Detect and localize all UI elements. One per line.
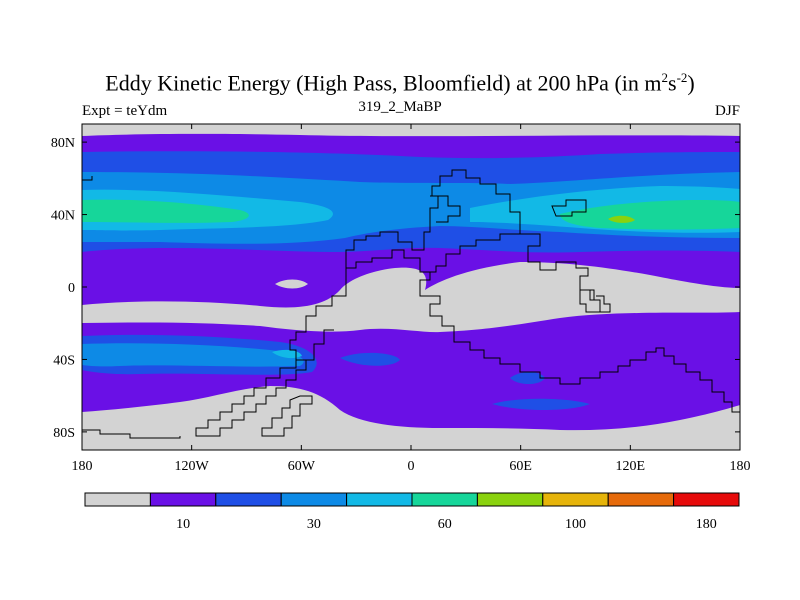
coast-arctic <box>82 176 93 181</box>
contour-low-west-pacific <box>275 279 308 289</box>
colorbar-swatch <box>280 492 348 507</box>
colorbar-swatch <box>476 492 544 507</box>
lon-tick-label: 60W <box>288 459 316 474</box>
latitude-axis: 80N 40N 0 40S 80S <box>51 136 740 441</box>
colorbar-swatch <box>215 492 282 507</box>
coast-japan <box>551 199 587 217</box>
colorbar-label: 30 <box>307 517 321 532</box>
contour-low-arctic <box>82 124 740 137</box>
contour-blob-45-60-south <box>272 349 302 359</box>
contour-blob-20-30-atlantic <box>340 352 400 366</box>
lon-tick-label: 120W <box>175 459 210 474</box>
run-label: 319_2_MaBP <box>358 99 442 115</box>
lat-tick-label: 40N <box>51 209 75 224</box>
coast-east-asia <box>520 233 611 313</box>
colorbar-swatch <box>542 492 609 507</box>
longitude-axis: 180 120W 60W 0 60E 120E 180 <box>72 124 751 474</box>
coast-eurasia <box>345 169 521 273</box>
lat-tick-label: 80S <box>53 426 75 441</box>
contour-spot-80-100 <box>608 215 635 223</box>
colorbar-label: 180 <box>696 517 717 532</box>
colorbar-swatch <box>149 492 217 507</box>
experiment-label: Expt = teYdm <box>82 103 168 119</box>
coast-europe <box>430 195 461 223</box>
contour-low-tropics <box>82 262 740 333</box>
colorbar-swatch <box>607 492 675 507</box>
colorbar-label: 60 <box>438 517 452 532</box>
coastlines <box>82 169 740 439</box>
season-label: DJF <box>714 103 740 119</box>
lat-tick-label: 0 <box>68 281 75 296</box>
colorbar-swatch <box>673 492 740 507</box>
lat-tick-label: 40S <box>53 353 75 368</box>
colorbar-swatch <box>84 492 151 507</box>
colorbar-swatch <box>411 492 478 507</box>
colorbar-label: 10 <box>176 517 190 532</box>
coast-south-america <box>261 395 313 437</box>
contour-blob-20-30-indian <box>510 372 545 384</box>
coast-africa <box>419 271 740 413</box>
contour-field <box>82 124 740 450</box>
contour-band-60-80-north <box>82 199 249 223</box>
lon-tick-label: 0 <box>408 459 415 474</box>
colorbar: 10 30 60 100 180 <box>84 492 740 532</box>
lon-tick-label: 180 <box>730 459 751 474</box>
lon-tick-label: 60E <box>509 459 532 474</box>
lon-tick-label: 120E <box>616 459 646 474</box>
contour-band-60-80-east <box>560 200 740 230</box>
colorbar-label: 100 <box>565 517 586 532</box>
contour-band-30-45-south <box>82 343 304 367</box>
coast-americas <box>195 268 347 437</box>
colorbar-swatch <box>346 492 413 507</box>
contour-low-antarctic <box>82 386 740 450</box>
coast-antarctica <box>82 429 181 439</box>
page-title: Eddy Kinetic Energy (High Pass, Bloomfie… <box>105 70 695 96</box>
lon-tick-label: 180 <box>72 459 93 474</box>
contour-blob-20-30-southern <box>492 398 590 410</box>
coast-madagascar <box>579 289 601 313</box>
lat-tick-label: 80N <box>51 136 75 151</box>
